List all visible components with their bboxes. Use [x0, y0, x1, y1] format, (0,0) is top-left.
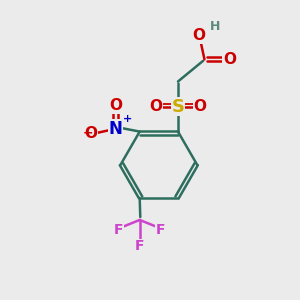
Text: O: O [109, 98, 122, 113]
Text: S: S [172, 98, 184, 116]
Text: H: H [210, 20, 220, 33]
Text: O: O [192, 28, 205, 44]
Text: +: + [123, 114, 132, 124]
Text: −: − [82, 127, 93, 140]
Text: O: O [194, 99, 207, 114]
Text: F: F [114, 223, 123, 237]
Text: F: F [135, 239, 144, 254]
Text: O: O [149, 99, 162, 114]
Text: O: O [84, 126, 97, 141]
Text: O: O [223, 52, 236, 67]
Text: F: F [156, 223, 166, 237]
Text: N: N [109, 120, 122, 138]
